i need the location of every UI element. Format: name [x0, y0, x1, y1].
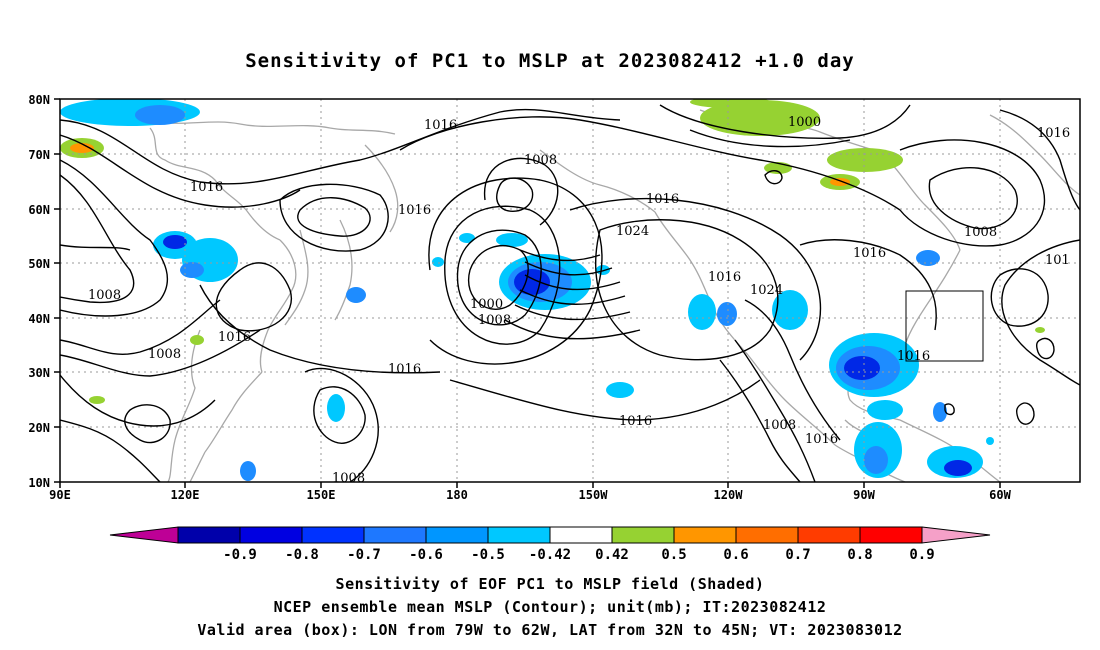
contour-label: 1008 — [88, 288, 121, 303]
contour-label: 1016 — [646, 192, 679, 207]
contour-labels: 1016 1008 1016 1016 1008 1000 1008 1016 … — [88, 115, 1070, 486]
contour-label: 1024 — [616, 224, 649, 239]
lat-label: 50N — [28, 257, 50, 271]
lat-label: 60N — [28, 203, 50, 217]
contour-label: 1000 — [788, 115, 821, 130]
chart-title: Sensitivity of PC1 to MSLP at 2023082412… — [245, 50, 855, 72]
lon-label: 180 — [446, 488, 468, 502]
lon-label: 150W — [579, 488, 609, 502]
colorbar-tick-label: -0.5 — [471, 547, 505, 563]
colorbar-bin — [673, 526, 737, 544]
contour-label: 1016 — [190, 180, 223, 195]
contour-label: 1016 — [897, 349, 930, 364]
colorbar-bin — [363, 526, 427, 544]
colorbar-tick-label: -0.42 — [529, 547, 571, 563]
lon-label: 150E — [307, 488, 336, 502]
colorbar-tick-label: 0.9 — [909, 547, 934, 563]
contour-label: 1008 — [964, 225, 997, 240]
contour-label: 1016 — [708, 270, 741, 285]
colorbar-bin — [487, 526, 551, 544]
contour-label: 1016 — [424, 118, 457, 133]
caption-line-2: NCEP ensemble mean MSLP (Contour); unit(… — [273, 598, 827, 616]
lon-label: 60W — [989, 488, 1011, 502]
contour-label: 1024 — [750, 283, 783, 298]
contour-label: 1008 — [332, 471, 365, 486]
contour-label: 1016 — [388, 362, 421, 377]
mslp-contours — [60, 104, 1080, 482]
colorbar-bin — [735, 526, 799, 544]
colorbar-tick-label: 0.7 — [785, 547, 810, 563]
colorbar-tick-label: -0.8 — [285, 547, 319, 563]
plot-frame — [59, 98, 1081, 483]
lon-axis: 90E 120E 150E 180 150W 120W 90W 60W — [49, 488, 1011, 502]
caption-line-1: Sensitivity of EOF PC1 to MSLP field (Sh… — [335, 575, 765, 593]
contour-label: 1016 — [398, 203, 431, 218]
colorbar-tick-label: -0.6 — [409, 547, 443, 563]
contour-label: 1008 — [763, 418, 796, 433]
lon-label: 90W — [853, 488, 875, 502]
contour-label: 1016 — [1037, 126, 1070, 141]
valid-area-box — [905, 290, 984, 362]
colorbar-tick-label: -0.9 — [223, 547, 257, 563]
lat-label: 80N — [28, 93, 50, 107]
colorbar-tick-label: 0.5 — [661, 547, 686, 563]
colorbar-bin — [549, 526, 613, 544]
graticule — [60, 99, 1080, 482]
contour-label: 1016 — [805, 432, 838, 447]
lat-label: 30N — [28, 366, 50, 380]
colorbar: -0.9 -0.8 -0.7 -0.6 -0.5 -0.42 0.42 0.5 0.6 0.7 0.… — [109, 526, 991, 563]
colorbar-bin — [239, 526, 303, 544]
colorbar-tick-label: 0.42 — [595, 547, 629, 563]
colorbar-bin — [797, 526, 861, 544]
lon-label: 120W — [714, 488, 744, 502]
colorbar-end-high — [921, 526, 991, 544]
contour-label: 1008 — [148, 347, 181, 362]
colorbar-bin — [425, 526, 489, 544]
lon-label: 120E — [171, 488, 200, 502]
contour-label: 1016 — [619, 414, 652, 429]
colorbar-bin — [611, 526, 675, 544]
contour-label: 1008 — [524, 153, 557, 168]
colorbar-end-low — [109, 526, 179, 544]
colorbar-bin — [177, 526, 241, 544]
lat-label: 40N — [28, 312, 50, 326]
lat-label: 70N — [28, 148, 50, 162]
colorbar-bin — [859, 526, 923, 544]
lat-label: 10N — [28, 476, 50, 490]
contour-label: 1008 — [478, 313, 511, 328]
contour-label: 101 — [1045, 253, 1070, 268]
contour-label: 1016 — [218, 330, 251, 345]
caption-line-3: Valid area (box): LON from 79W to 62W, L… — [197, 621, 903, 639]
colorbar-tick-label: -0.7 — [347, 547, 381, 563]
lat-label: 20N — [28, 421, 50, 435]
axis-ticks — [54, 98, 1001, 488]
coastlines — [60, 109, 1080, 482]
colorbar-bin — [301, 526, 365, 544]
contour-label: 1016 — [853, 246, 886, 261]
lat-axis: 80N 70N 60N 50N 40N 30N 20N 10N — [28, 93, 50, 490]
lon-label: 90E — [49, 488, 71, 502]
colorbar-tick-label: 0.8 — [847, 547, 872, 563]
contour-label: 1000 — [470, 297, 503, 312]
colorbar-tick-label: 0.6 — [723, 547, 748, 563]
